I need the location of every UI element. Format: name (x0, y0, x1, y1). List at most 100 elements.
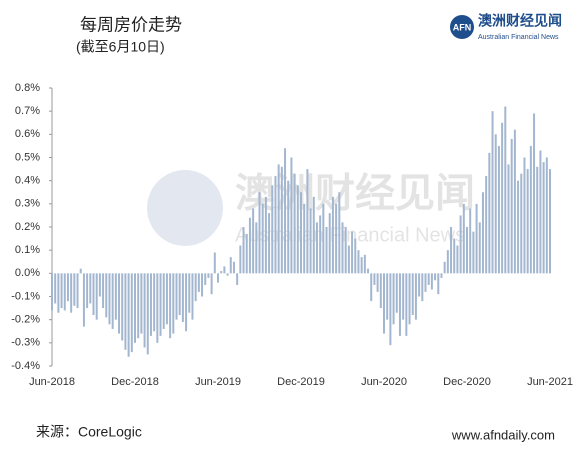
bar (143, 273, 146, 348)
bar (98, 273, 101, 297)
bar (335, 203, 338, 274)
bar (389, 273, 392, 346)
logo-circle (450, 15, 474, 39)
bar (54, 273, 57, 304)
bar (456, 245, 459, 274)
bar (207, 273, 210, 278)
bar (386, 273, 389, 320)
watermark-brand: 澳洲财经见闻 (235, 172, 475, 216)
y-tick-label: 0.8% (15, 82, 40, 94)
y-tick-label: -0.4% (11, 360, 40, 372)
x-tick-label: Dec-2018 (111, 376, 159, 388)
x-tick-label: Jun-2018 (29, 376, 75, 388)
bar (475, 203, 478, 274)
bar (185, 273, 188, 332)
bar (201, 273, 204, 297)
bar (430, 273, 433, 290)
x-tick-label: Jun-2020 (361, 376, 407, 388)
bar (114, 273, 117, 320)
x-tick-label: Dec-2020 (443, 376, 491, 388)
bar (63, 273, 66, 311)
bar (245, 233, 248, 274)
bar (379, 273, 382, 309)
bar (300, 192, 302, 274)
bar (111, 273, 114, 329)
bar (51, 273, 53, 311)
bar (290, 157, 293, 274)
bar (338, 192, 341, 274)
bar (440, 273, 443, 278)
bar (315, 222, 318, 274)
bar (242, 227, 245, 274)
bar (146, 273, 149, 355)
logo-brand: 澳洲财经见闻 (478, 13, 562, 29)
bar (533, 113, 536, 274)
bar (520, 173, 523, 274)
bar (217, 273, 219, 283)
bar (328, 213, 331, 274)
watermark-circle (147, 170, 223, 246)
bar (210, 273, 213, 295)
bar (523, 157, 526, 274)
bar (232, 261, 235, 274)
bar (424, 273, 427, 292)
bar (526, 169, 529, 274)
bar (344, 227, 347, 274)
bar (322, 203, 325, 274)
bar (60, 273, 63, 309)
bar (402, 273, 405, 320)
bar (469, 208, 472, 274)
bar (459, 215, 462, 274)
bar (258, 192, 261, 274)
bar (466, 227, 468, 274)
bar (306, 169, 309, 274)
bar (427, 273, 430, 285)
bar (280, 166, 283, 274)
bar (118, 273, 121, 334)
bar (542, 162, 545, 274)
bar (357, 250, 360, 274)
bar (395, 273, 398, 313)
bar (354, 238, 357, 274)
bar (437, 273, 440, 295)
bar (303, 203, 306, 274)
bar (124, 273, 127, 350)
bar (89, 273, 92, 304)
bar (95, 273, 98, 320)
bar (287, 180, 290, 274)
y-tick-label: 0.2% (15, 221, 40, 233)
bar (204, 273, 207, 285)
bar (252, 208, 255, 274)
bar (341, 222, 344, 274)
bar (351, 231, 354, 274)
bar (169, 273, 172, 339)
bar (226, 273, 229, 276)
logo-subtitle: Australian Financial News (478, 34, 559, 41)
bar (497, 145, 500, 274)
bar (102, 273, 105, 309)
bar (434, 273, 437, 281)
bar (370, 273, 373, 302)
bar (159, 273, 162, 336)
bar (392, 273, 395, 325)
bar (529, 145, 532, 274)
bar (264, 196, 267, 274)
bar (517, 180, 520, 274)
bar (501, 122, 504, 274)
y-tick-label: 0.4% (15, 175, 40, 187)
bar (178, 273, 181, 316)
bar (376, 273, 379, 292)
bar (149, 273, 152, 336)
bar (70, 273, 73, 313)
bar (57, 273, 60, 313)
bar (414, 273, 417, 320)
bar (513, 129, 516, 274)
bar (373, 273, 376, 285)
y-tick-label: -0.1% (11, 290, 40, 302)
bar (105, 273, 108, 318)
bar (398, 273, 401, 336)
bar (140, 273, 143, 334)
bar (504, 106, 507, 274)
bar (408, 273, 411, 325)
bar (347, 245, 350, 274)
